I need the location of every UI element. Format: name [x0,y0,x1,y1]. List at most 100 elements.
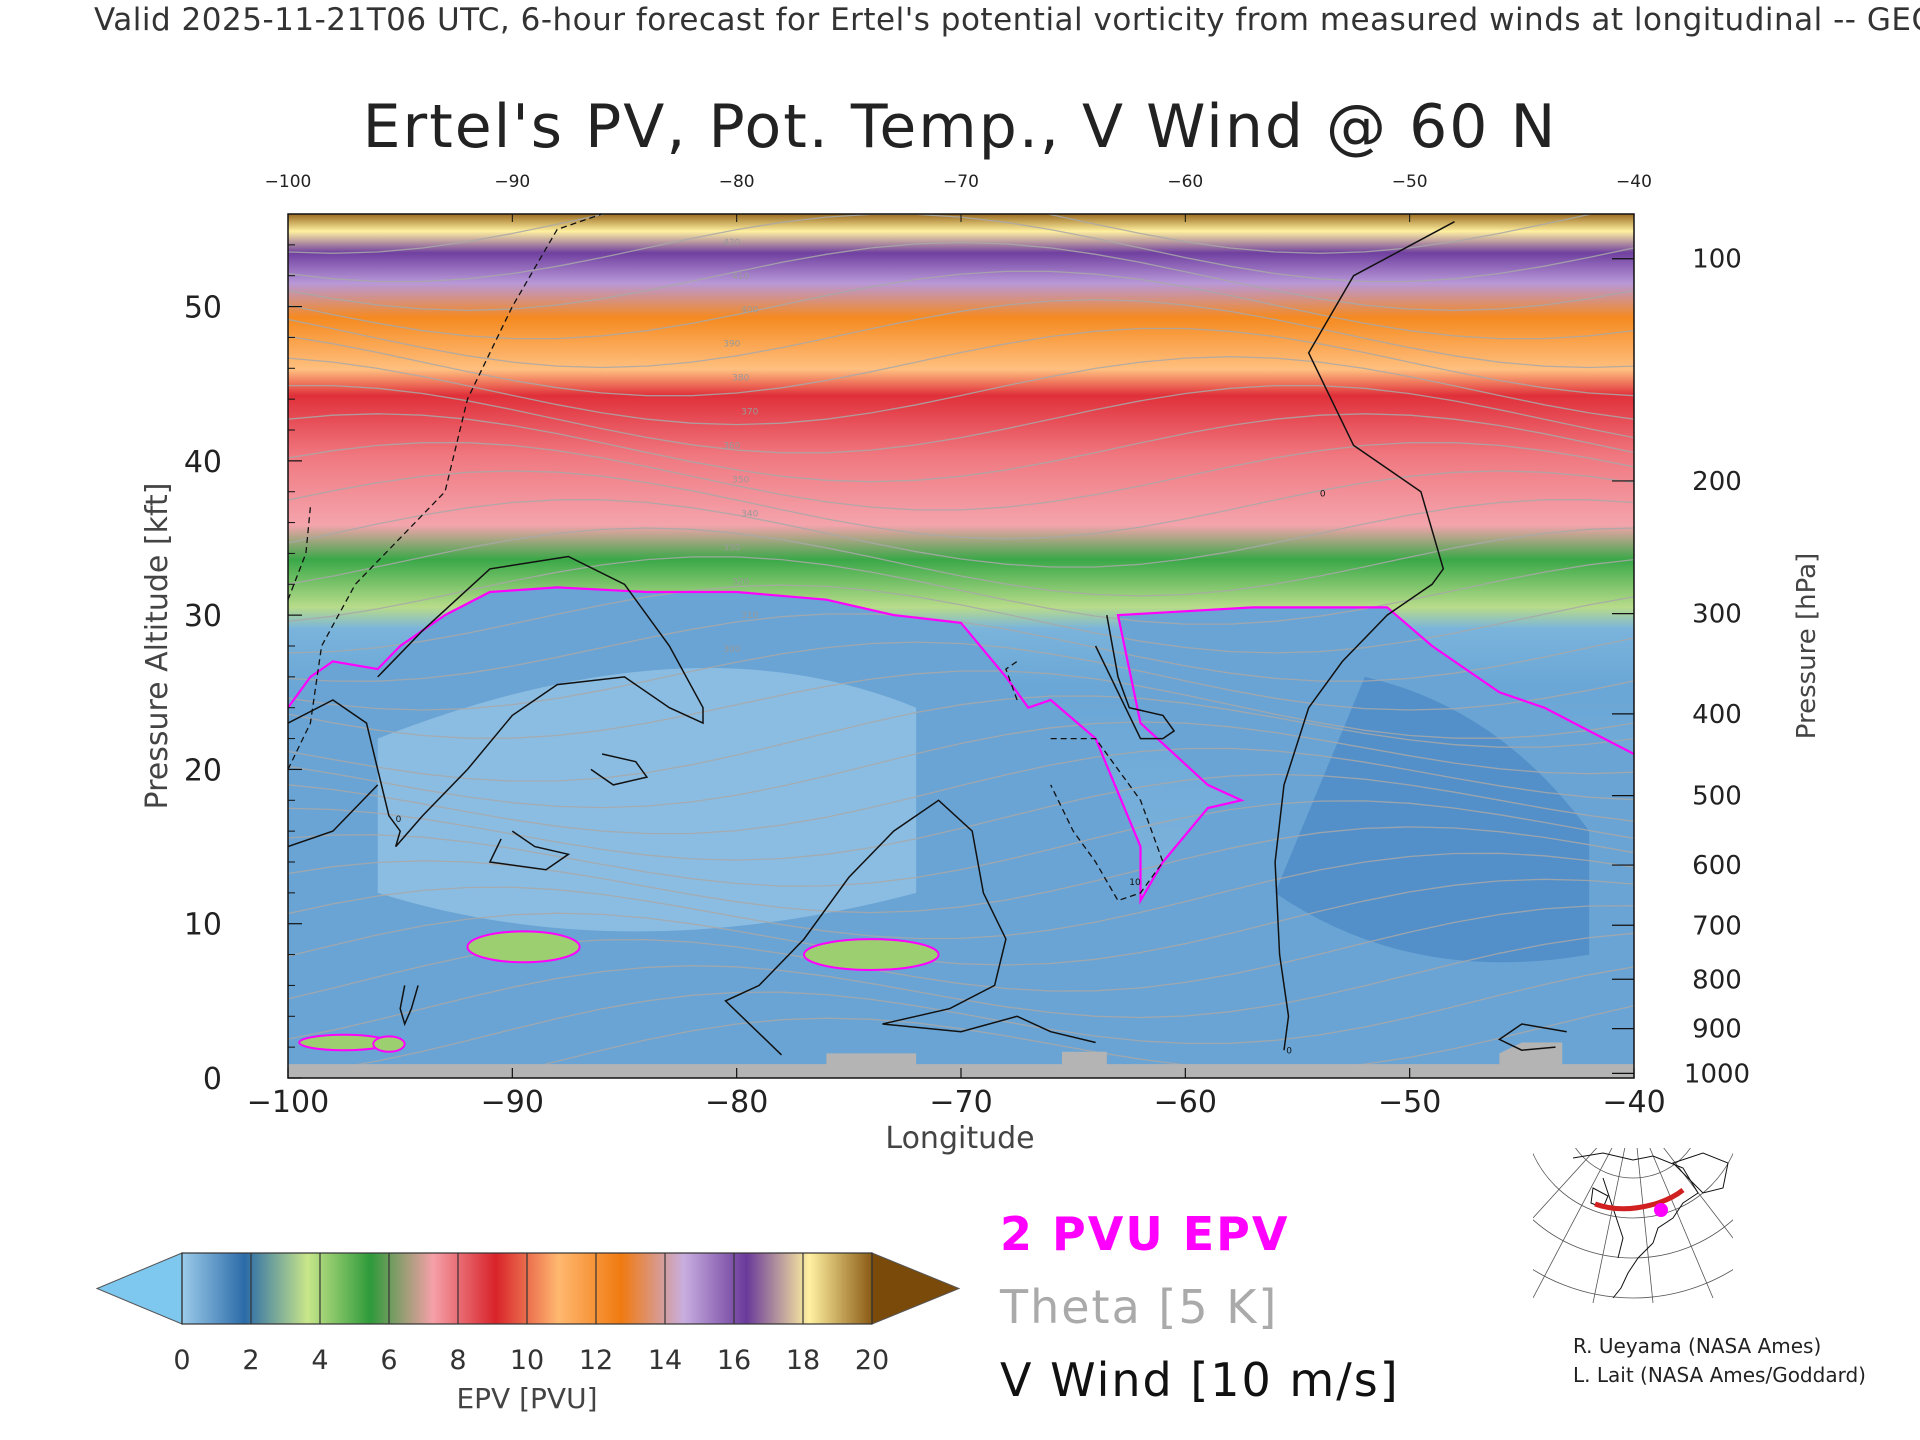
x-tick-label: −70 [929,1085,992,1120]
colorbar-tick-label: 18 [786,1345,820,1376]
theta-line [288,270,1634,340]
theta-line [288,356,1634,426]
v-wind-negative-contour [1005,660,1018,701]
pressure-tick-label: 300 [1692,600,1742,630]
theta-line [288,695,1634,782]
top-tick-label: −40 [1616,172,1652,192]
x-tick-label: −60 [1154,1085,1217,1120]
v-wind-contour [399,985,419,1027]
pressure-tick-label: 700 [1692,911,1742,941]
theta-label: 350 [732,475,749,485]
colorbar-tick-label: 6 [380,1345,397,1376]
x-tick-label: −90 [481,1085,544,1120]
top-tick-label: −80 [719,172,755,192]
wind-contour-label: 0 [1286,1046,1292,1056]
y-tick-label: 50 [184,291,222,326]
theta-line [288,932,1634,1040]
pressure-tick-label: 1000 [1684,1059,1750,1089]
legend-theta: Theta [5 K] [1000,1280,1279,1334]
v-wind-contour [1497,1023,1567,1051]
theta-label: 330 [723,543,740,553]
theta-line [288,499,1634,568]
theta-line [288,670,1634,739]
pressure-tick-label: 100 [1692,245,1742,275]
colorbar-tick-label: 14 [648,1345,682,1376]
colorbar-label: EPV [PVU] [456,1382,597,1415]
colorbar-tick-label: 4 [311,1345,328,1376]
v-wind-contour [1094,614,1176,740]
pressure-tick-label: 800 [1692,965,1742,995]
y2-axis-label: Pressure [hPa] [1792,553,1822,740]
theta-line [288,721,1634,809]
x-axis-label: Longitude [885,1121,1034,1156]
legend-pvu: 2 PVU EPV [1000,1207,1290,1261]
colorbar-tick-label: 0 [173,1345,190,1376]
theta-line [288,641,1634,711]
theta-label: 410 [732,272,749,282]
theta-label: 310 [741,611,758,621]
pvu-2-contour [288,586,1634,905]
x-tick-label: −100 [247,1085,329,1120]
pressure-tick-label: 400 [1692,700,1742,730]
location-marker [1654,1203,1668,1217]
top-tick-label: −70 [943,172,979,192]
location-map-inset [1533,1148,1733,1303]
x-tick-label: −80 [705,1085,768,1120]
colorbar-tick-label: 16 [717,1345,751,1376]
wind-contour-label: 0 [1320,489,1326,499]
y-tick-label: 30 [184,599,222,634]
colorbar-tick-label: 8 [449,1345,466,1376]
theta-line [288,878,1634,966]
y-tick-label: 0 [203,1062,222,1097]
theta-label: 420 [723,238,740,248]
theta-line [288,773,1634,861]
theta-line [288,747,1634,835]
track-line [1594,1188,1685,1212]
colorbar-tick-label: 12 [579,1345,613,1376]
v-wind-contour [590,753,649,786]
theta-line [288,241,1634,312]
v-wind-contour [288,784,379,848]
v-wind-contour [1274,221,1455,1051]
v-wind-contour [288,555,704,848]
x-tick-label: −50 [1378,1085,1441,1120]
top-tick-label: −100 [265,172,312,192]
v-wind-contour [488,830,571,871]
colorbar-under-arrow [95,1252,183,1325]
wind-contour-label: 0 [396,815,402,825]
pvu-2-island [372,1035,406,1053]
theta-line [288,527,1634,597]
pvu-2-island [466,930,581,964]
pressure-tick-label: 500 [1692,782,1742,812]
theta-line [288,852,1634,940]
credit-line-1: R. Ueyama (NASA Ames) [1573,1334,1822,1358]
theta-line [288,327,1634,397]
pvu-2-island [802,938,940,971]
colorbar-tick-label: 20 [855,1345,889,1376]
x-tick-label: −40 [1602,1085,1665,1120]
theta-line [288,214,1595,254]
theta-label: 300 [723,645,740,655]
legend-wind: V Wind [10 m/s] [1000,1353,1400,1407]
pressure-tick-label: 600 [1692,851,1742,881]
theta-label: 360 [723,442,740,452]
v-wind-negative-contour [288,214,603,770]
theta-label: 320 [732,577,749,587]
theta-label: 340 [741,509,758,519]
theta-line [288,413,1634,483]
top-tick-label: −60 [1167,172,1203,192]
top-tick-label: −90 [494,172,530,192]
theta-label: 370 [741,408,758,418]
header-text: Valid 2025-11-21T06 UTC, 6-hour forecast… [94,2,1920,38]
theta-line [288,584,1634,654]
y-axis-label: Pressure Altitude [kft] [140,483,175,810]
theta-line [288,800,1634,887]
theta-label: 390 [723,340,740,350]
pressure-tick-label: 200 [1692,467,1742,497]
theta-line [288,442,1634,511]
mid-pv-patch [1275,676,1590,963]
theta-line [288,966,1634,1076]
colorbar-tick-label: 10 [510,1345,544,1376]
theta-label: 400 [741,306,758,316]
